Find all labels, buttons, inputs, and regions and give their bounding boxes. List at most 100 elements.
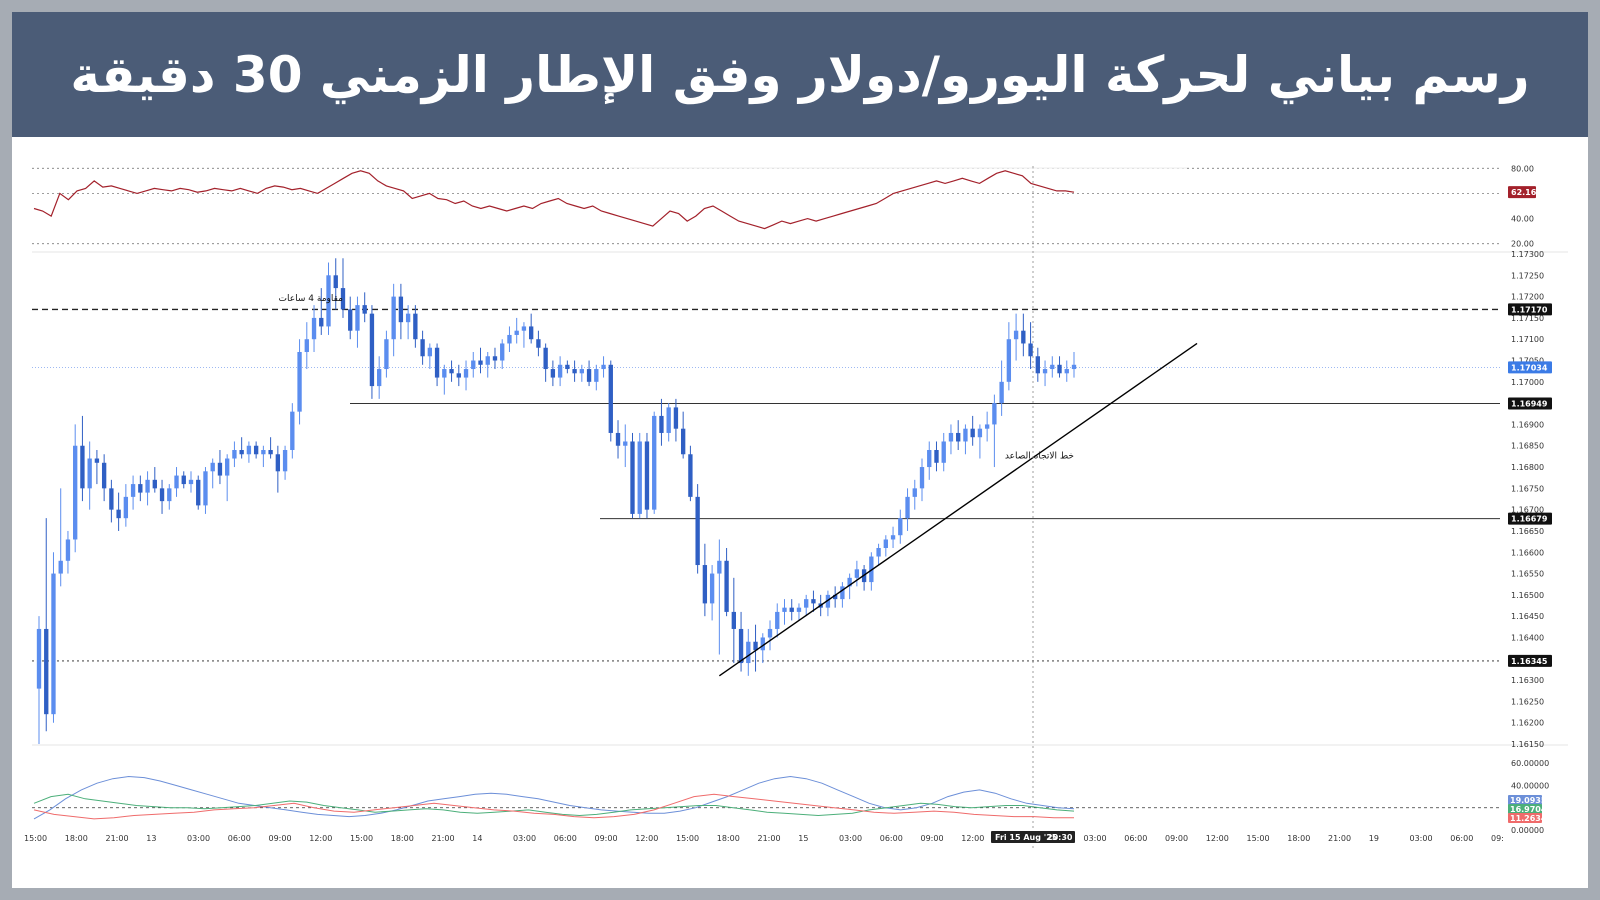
chart-annotation: خط الاتجاه الصاعد [1005,452,1074,462]
candle-body [702,565,708,604]
x-tick-label: 18:00 [391,834,414,843]
candle-body [775,611,780,629]
dmi-tick-label: 60.00000 [1511,759,1549,768]
candle-body [1021,330,1026,344]
candle-body [319,317,324,327]
y-tick-label: 1.17200 [1511,293,1544,302]
price-tag [1508,654,1552,667]
candle-body [890,535,896,540]
y-tick-label: 1.16400 [1511,633,1544,642]
x-tick-label: 03:00 [1084,834,1107,843]
candle-body [557,364,563,378]
candle-body [377,369,382,387]
rsi-tick-label: 20.00 [1511,240,1534,249]
candle-body [746,641,751,664]
candle-body [912,488,917,497]
candle-body [753,641,758,651]
candle-body [413,313,418,340]
price-tag [1508,512,1552,525]
crosshair-date-label: Fri 15 Aug '25 [995,833,1058,842]
candle-body [898,518,903,536]
x-tick-label: 09:00 [1165,834,1188,843]
x-tick-label: 06:00 [1124,834,1147,843]
y-tick-label: 1.17100 [1511,335,1544,344]
candle-body [282,450,288,472]
candle-body [804,599,809,608]
candle-body [73,445,78,540]
candle-body [130,484,136,497]
chart-title: رسم بياني لحركة اليورو/دولار وفق الإطار … [70,45,1530,104]
candle-body [731,611,736,629]
candle-body [275,454,281,472]
candle-body [992,403,997,425]
candle-body [999,381,1004,404]
candle-body [1013,330,1019,340]
dmi-value-label: 16.97043 [1510,805,1552,814]
candle-body [326,275,331,327]
candle-body [152,479,157,489]
candle-body [217,462,223,476]
x-tick-label: 21:00 [106,834,129,843]
candle-body [919,467,925,489]
candle-body [1028,343,1033,357]
candle-body [463,369,469,378]
candle-body [159,488,165,502]
chart-canvas[interactable]: 80.00 40.00 20.00 62.16 1.17300 1.17250 1.172… [12,12,1588,888]
candle-body [948,432,954,442]
crosshair-time-tag [991,831,1075,843]
x-tick-label: 03:00 [839,834,862,843]
x-tick-label: 18:00 [717,834,740,843]
candle-body [101,462,107,489]
candle-body [738,628,744,664]
candle-body [362,305,367,314]
candle-body [941,441,946,463]
y-tick-label: 1.17150 [1511,314,1544,323]
candle-body [811,599,816,604]
candle-body [384,339,389,370]
y-tick-label: 1.17050 [1511,357,1544,366]
dmi-tick-label: 0.00000 [1511,826,1544,835]
candle-body [601,364,606,370]
x-tick-label: 09:00 [269,834,292,843]
candle-body [680,428,686,455]
candle-body [369,313,375,387]
candle-body [1042,369,1048,374]
x-tick-label: 03:00 [513,834,536,843]
candle-body [1050,364,1055,370]
candle-body [854,569,860,578]
candle-body [782,607,787,612]
dmi-series-line [33,775,1075,820]
y-tick-label: 1.16200 [1511,719,1544,728]
x-tick-label: 15:00 [1247,834,1270,843]
candle-body [188,479,194,485]
candle-body [840,586,845,600]
price-tag-label: 1.16949 [1511,400,1548,409]
candle-body [333,275,338,289]
candle-body [847,577,852,587]
candle-body [630,441,635,514]
price-tag-label: 1.16345 [1511,657,1548,666]
candle-body [724,560,729,612]
candle-body [927,450,932,468]
candle-body [167,488,172,502]
candle-body [492,356,498,361]
candle-body [796,607,802,612]
candle-body [51,573,56,715]
candle-body [1035,356,1040,374]
y-tick-label: 1.17250 [1511,271,1544,280]
candle-body [767,628,773,638]
candle-body [232,450,237,459]
dmi-tick-label: 40.00000 [1511,781,1549,790]
price-tag [1508,361,1552,374]
candle-body [905,496,910,519]
x-tick-label: 21:00 [1328,834,1351,843]
candle-body [963,428,968,442]
candle-body [1006,339,1012,382]
x-tick-label: 12:00 [309,834,332,843]
dmi-value-label: 19.09357 [1510,796,1552,805]
candle-body [261,450,266,455]
candle-body [695,496,700,566]
candle-body [427,347,433,357]
candle-body [109,488,114,510]
candle-body [196,479,201,506]
